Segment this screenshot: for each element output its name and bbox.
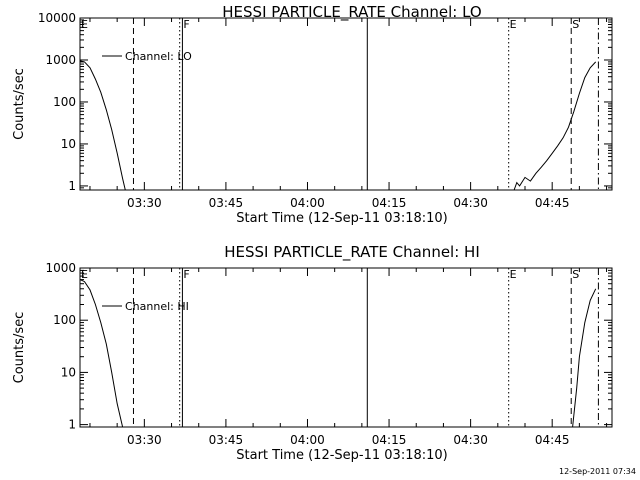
event-marker-label: E	[510, 268, 517, 281]
chart-panel-1: HESSI PARTICLE_RATE Channel: LO E F E S 03:30…	[12, 3, 613, 226]
x-tick-label: 03:45	[209, 196, 244, 210]
x-tick-label: 03:30	[127, 196, 162, 210]
plot-frame	[79, 17, 613, 191]
footer-timestamp: 12-Sep-2011 07:34	[559, 467, 636, 476]
event-marker-label: S	[572, 268, 579, 281]
series-line	[80, 60, 126, 190]
x-tick-label: 04:30	[453, 196, 488, 210]
event-marker-label: E	[81, 268, 88, 281]
chart-title: HESSI PARTICLE_RATE Channel: LO	[222, 3, 481, 22]
series-line	[513, 61, 597, 190]
event-marker-label: F	[183, 268, 189, 281]
y-tick-label: 10	[61, 365, 76, 379]
event-marker-label: E	[510, 18, 517, 31]
chart-title: HESSI PARTICLE_RATE Channel: HI	[224, 243, 480, 262]
event-marker-label: E	[81, 18, 88, 31]
x-tick-label: 04:15	[372, 196, 407, 210]
y-tick-label: 100	[53, 313, 76, 327]
x-tick-label: 03:30	[127, 433, 162, 447]
x-tick-label: 03:45	[209, 433, 244, 447]
series-line	[572, 288, 597, 427]
y-tick-label: 100	[53, 95, 76, 109]
legend-label: Channel: LO	[125, 50, 192, 63]
y-tick-label: 1	[68, 418, 76, 432]
x-tick-label: 04:15	[372, 433, 407, 447]
y-axis-label: Counts/sec	[12, 68, 27, 140]
x-tick-label: 04:45	[535, 196, 570, 210]
x-tick-label: 04:30	[453, 433, 488, 447]
x-tick-label: 04:45	[535, 433, 570, 447]
event-marker-label: S	[572, 18, 579, 31]
event-marker-label: F	[183, 18, 189, 31]
y-tick-label: 10000	[38, 11, 76, 25]
x-tick-label: 04:00	[290, 196, 325, 210]
plot-frame	[79, 267, 613, 428]
x-tick-label: 04:00	[290, 433, 325, 447]
series-line	[80, 279, 124, 427]
y-tick-label: 10	[61, 137, 76, 151]
legend-label: Channel: HI	[125, 300, 189, 313]
x-axis-label: Start Time (12-Sep-11 03:18:10)	[236, 448, 447, 463]
y-tick-label: 1	[68, 179, 76, 193]
x-axis-label: Start Time (12-Sep-11 03:18:10)	[236, 211, 447, 226]
chart-panel-2: HESSI PARTICLE_RATE Channel: HI E F E S 03:30…	[12, 243, 613, 463]
y-tick-label: 1000	[45, 53, 76, 67]
y-axis-label: Counts/sec	[12, 312, 27, 384]
y-tick-label: 1000	[45, 261, 76, 275]
